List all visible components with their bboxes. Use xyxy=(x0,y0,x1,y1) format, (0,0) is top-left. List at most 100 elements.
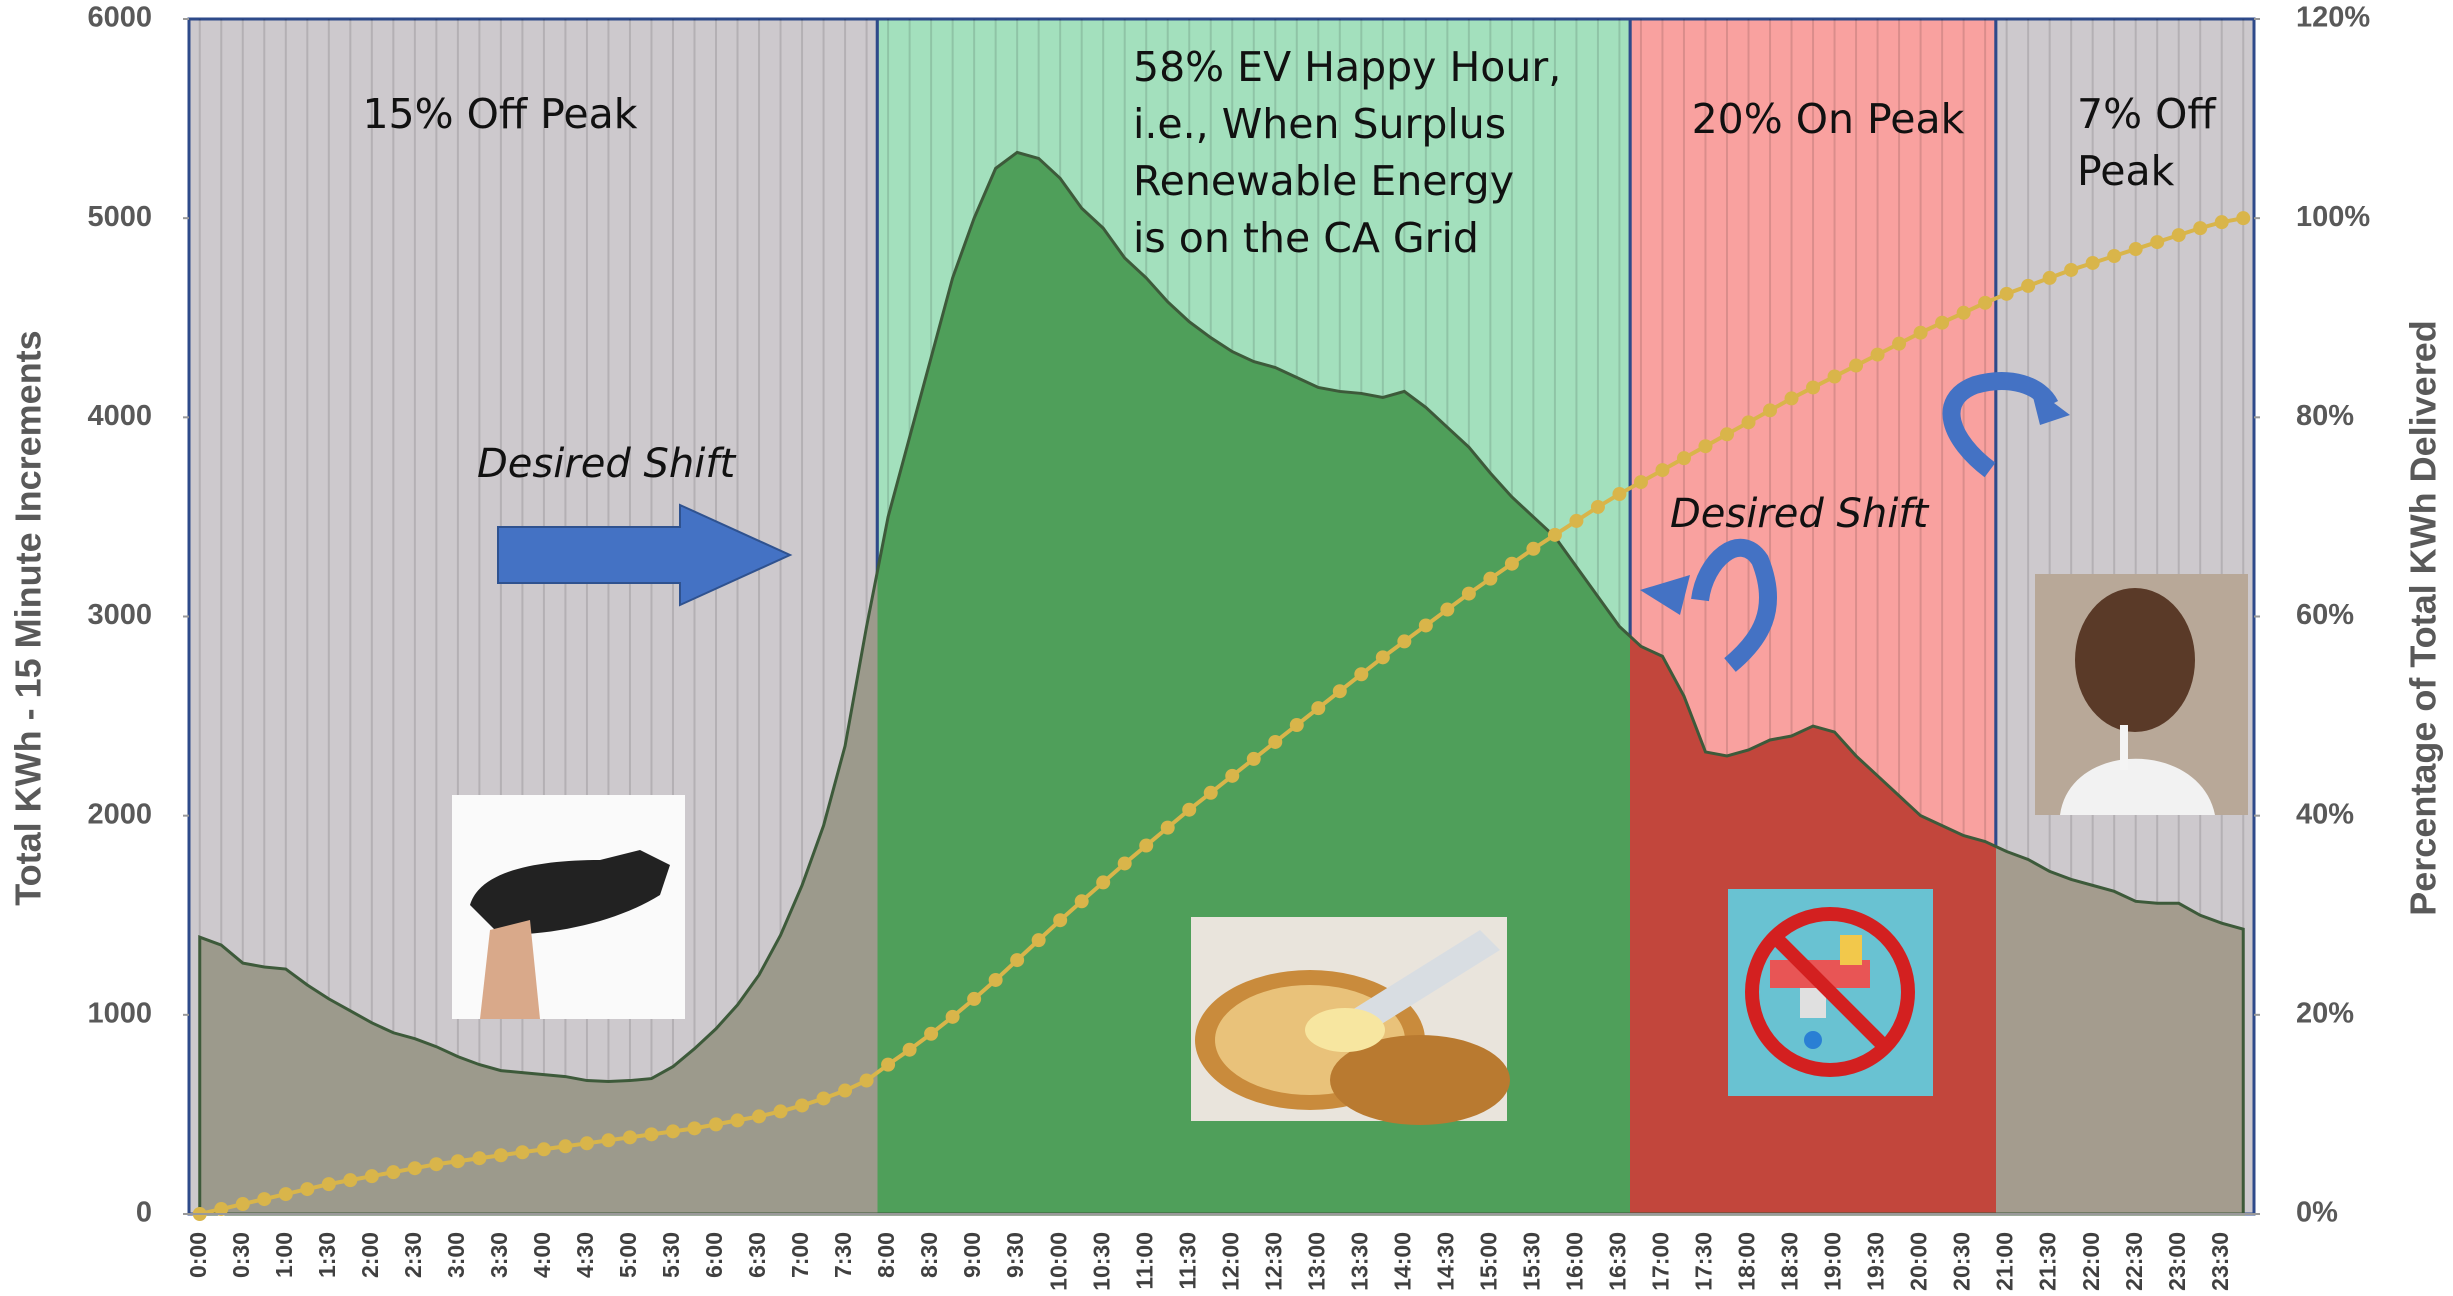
y-tick-label: 1000 xyxy=(87,997,152,1029)
cumulative-point xyxy=(1332,684,1347,699)
cumulative-point xyxy=(364,1169,379,1184)
x-tick-label: 20:00 xyxy=(1906,1232,1932,1291)
cumulative-point xyxy=(816,1091,831,1106)
cumulative-point xyxy=(1999,286,2014,301)
cumulative-point xyxy=(2171,228,2186,243)
x-tick-label: 23:30 xyxy=(2207,1232,2233,1291)
cumulative-point xyxy=(2021,278,2036,293)
x-tick-label: 18:00 xyxy=(1734,1232,1760,1291)
cumulative-point xyxy=(1719,427,1734,442)
cumulative-point xyxy=(1612,487,1627,502)
x-tick-label: 16:30 xyxy=(1605,1232,1631,1291)
x-tick-label: 21:00 xyxy=(1992,1232,2018,1291)
cumulative-point xyxy=(429,1157,444,1172)
cumulative-point xyxy=(1246,751,1261,766)
x-tick-label: 12:30 xyxy=(1260,1232,1286,1291)
cumulative-point xyxy=(988,972,1003,987)
x-tick-label: 3:00 xyxy=(443,1232,469,1278)
x-tick-label: 4:00 xyxy=(529,1232,555,1278)
cumulative-point xyxy=(945,1009,960,1024)
cumulative-point xyxy=(1849,358,1864,373)
curved-arrow-head xyxy=(2030,385,2070,425)
y2-axis-label: Percentage of Total KWh Delivered xyxy=(2403,320,2444,915)
x-tick-label: 2:30 xyxy=(400,1232,426,1278)
cumulative-point xyxy=(1590,499,1605,514)
cumulative-point xyxy=(2085,255,2100,270)
x-tick-label: 13:00 xyxy=(1303,1232,1329,1291)
bottle-image xyxy=(452,795,685,1019)
cumulative-point xyxy=(257,1192,272,1207)
x-tick-label: 8:00 xyxy=(873,1232,899,1278)
x-tick-label: 11:30 xyxy=(1174,1232,1200,1290)
toast-image xyxy=(1191,917,1510,1125)
x-tick-label: 11:00 xyxy=(1131,1232,1157,1290)
x-tick-label: 5:30 xyxy=(658,1232,684,1278)
cumulative-point xyxy=(2042,270,2057,285)
x-tick-label: 1:30 xyxy=(314,1232,340,1278)
cumulative-point xyxy=(601,1133,616,1148)
cumulative-point xyxy=(2150,235,2165,250)
x-tick-label: 22:30 xyxy=(2121,1232,2147,1291)
x-tick-label: 20:30 xyxy=(1949,1232,1975,1291)
y-tick-label: 2000 xyxy=(87,798,152,830)
x-tick-label: 2:00 xyxy=(357,1232,383,1278)
x-tick-label: 22:00 xyxy=(2078,1232,2104,1291)
region-label: is on the CA Grid xyxy=(1133,214,1479,262)
cumulative-point xyxy=(709,1117,724,1132)
cumulative-point xyxy=(1354,667,1369,682)
cumulative-point xyxy=(1074,894,1089,909)
annotation: Desired Shift xyxy=(477,441,736,487)
cumulative-point xyxy=(214,1202,229,1217)
y2-tick-label: 40% xyxy=(2296,798,2354,830)
cumulative-point xyxy=(515,1145,530,1160)
cumulative-point xyxy=(838,1083,853,1098)
x-tick-label: 0:00 xyxy=(185,1232,211,1278)
cumulative-point xyxy=(1289,718,1304,733)
cumulative-point xyxy=(1547,527,1562,542)
x-tick-label: 9:30 xyxy=(1002,1232,1028,1278)
cumulative-point xyxy=(902,1042,917,1057)
cumulative-point xyxy=(536,1142,551,1157)
x-tick-label: 15:30 xyxy=(1518,1232,1544,1291)
y2-tick-label: 100% xyxy=(2296,201,2370,233)
cumulative-point xyxy=(1397,634,1412,649)
cumulative-point xyxy=(859,1073,874,1088)
cumulative-point xyxy=(773,1104,788,1119)
cumulative-point xyxy=(1827,369,1842,384)
cumulative-point xyxy=(1676,451,1691,466)
x-tick-label: 0:30 xyxy=(228,1232,254,1278)
cumulative-point xyxy=(472,1151,487,1166)
region-label: 58% EV Happy Hour, xyxy=(1133,43,1561,91)
cumulative-point xyxy=(1892,336,1907,351)
cumulative-point xyxy=(1956,305,1971,320)
cumulative-point xyxy=(450,1154,465,1169)
cumulative-point xyxy=(1053,913,1068,928)
cumulative-point xyxy=(493,1148,508,1163)
x-tick-label: 8:30 xyxy=(916,1232,942,1278)
cumulative-point xyxy=(558,1139,573,1154)
cumulative-point xyxy=(579,1136,594,1151)
cumulative-point xyxy=(1763,403,1778,418)
cumulative-point xyxy=(881,1057,896,1072)
cumulative-point xyxy=(622,1130,637,1145)
x-tick-label: 16:00 xyxy=(1562,1232,1588,1291)
cumulative-point xyxy=(1375,650,1390,665)
cumulative-point xyxy=(924,1026,939,1041)
cumulative-point xyxy=(1268,734,1283,749)
x-tick-label: 9:00 xyxy=(959,1232,985,1278)
cumulative-point xyxy=(1418,618,1433,633)
person-image xyxy=(2035,574,2248,815)
cumulative-point xyxy=(1461,586,1476,601)
cumulative-point xyxy=(1117,856,1132,871)
cumulative-point xyxy=(2064,262,2079,277)
curved-arrow-head xyxy=(1640,575,1690,615)
x-tick-label: 12:00 xyxy=(1217,1232,1243,1291)
cumulative-point xyxy=(1569,513,1584,528)
cumulative-point xyxy=(1633,475,1648,490)
cumulative-point xyxy=(795,1098,810,1113)
cumulative-point xyxy=(1935,315,1950,330)
region-label: 7% Off xyxy=(2077,90,2217,138)
cumulative-point xyxy=(1031,933,1046,948)
y-tick-label: 0 xyxy=(136,1197,152,1229)
